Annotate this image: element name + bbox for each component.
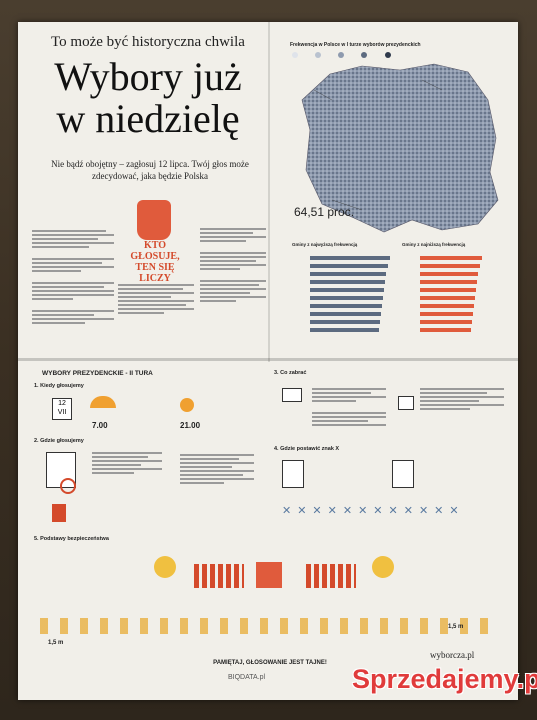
headline: Wybory już w niedzielę: [38, 56, 258, 140]
chart-right-bars: [420, 256, 504, 340]
subhead: Nie bądź obojętny – zagłosuj 12 lipca. T…: [51, 159, 249, 181]
headline-line-1: Wybory już: [54, 54, 242, 99]
step-3-title: 3. Co zabrać: [274, 370, 307, 376]
turnout-value: 64,51 proc.: [294, 205, 355, 219]
chart-left-title: Gminy z najwyższą frekwencją: [292, 242, 358, 247]
brand-biqdata: BIQDATA.pl: [228, 674, 266, 681]
calendar-month: VII: [57, 409, 67, 416]
hand-icon: [137, 200, 171, 240]
footer-secret-ballot: PAMIĘTAJ, GŁOSOWANIE JEST TAJNE!: [213, 660, 327, 666]
step-3-text-right: [420, 386, 504, 412]
time-open: 7.00: [92, 421, 108, 430]
id-card-icon: [282, 388, 302, 402]
booth-curtain-left: [194, 564, 244, 588]
article-column-left: [32, 228, 114, 326]
chart-left-bars: [310, 256, 394, 340]
person-head-icon: [154, 556, 176, 578]
fold-line-horizontal: [18, 358, 518, 361]
step-2-list: [180, 452, 254, 486]
article-column-right: [200, 226, 266, 304]
booth-curtain-right: [306, 564, 356, 588]
step-2-text: [92, 450, 162, 476]
chart-right-title: Gminy z najniższą frekwencją: [402, 242, 466, 247]
calendar-day: 12: [58, 400, 66, 407]
fold-line-vertical: [268, 22, 270, 362]
map-legend: [292, 52, 393, 58]
x-marks-row: ✕✕✕✕✕✕✕✕✕✕✕✕: [282, 505, 465, 517]
step-2-title: 2. Gdzie głosujemy: [34, 438, 84, 444]
magnifier-icon: [60, 478, 76, 494]
ballot-icon: [282, 460, 304, 488]
ballot-icon-2: [392, 460, 414, 488]
step-4-title: 4. Gdzie postawić znak X: [274, 446, 340, 452]
person-head-icon-2: [372, 556, 394, 578]
calendar-icon: 12 VII: [52, 398, 72, 420]
step-1-title: 1. Kiedy głosujemy: [34, 383, 84, 389]
moon-icon: [180, 398, 194, 412]
section-title: WYBORY PREZYDENCKIE - II TURA: [42, 370, 153, 377]
distance-label-left: 1,5 m: [48, 640, 64, 646]
headline-line-2: w niedzielę: [56, 96, 240, 141]
sunrise-icon: [90, 396, 116, 408]
map-title: Frekwencja w Polsce w I turze wyborów pr…: [290, 42, 421, 48]
flag-icon: [52, 504, 66, 522]
step-3-text: [312, 386, 386, 428]
watermark: Sprzedajemy.pl: [352, 664, 537, 694]
safety-illustration: [110, 546, 410, 602]
poland-turnout-map: [301, 63, 499, 233]
ballot-box-icon: [256, 562, 282, 588]
step-5-title: 5. Podstawy bezpieczeństwa: [34, 536, 109, 542]
pen-icon: [398, 396, 414, 410]
kicker: To może być historyczna chwila: [51, 34, 245, 50]
queue-people-row: [40, 618, 500, 634]
distance-label-right: 1,5 m: [448, 624, 464, 630]
callout-vote: KTO GŁOSUJE, TEN SIĘ LICZY: [130, 240, 180, 284]
brand-wyborcza: wyborcza.pl: [430, 650, 475, 660]
article-column-middle: [118, 282, 194, 316]
time-close: 21.00: [180, 421, 201, 430]
